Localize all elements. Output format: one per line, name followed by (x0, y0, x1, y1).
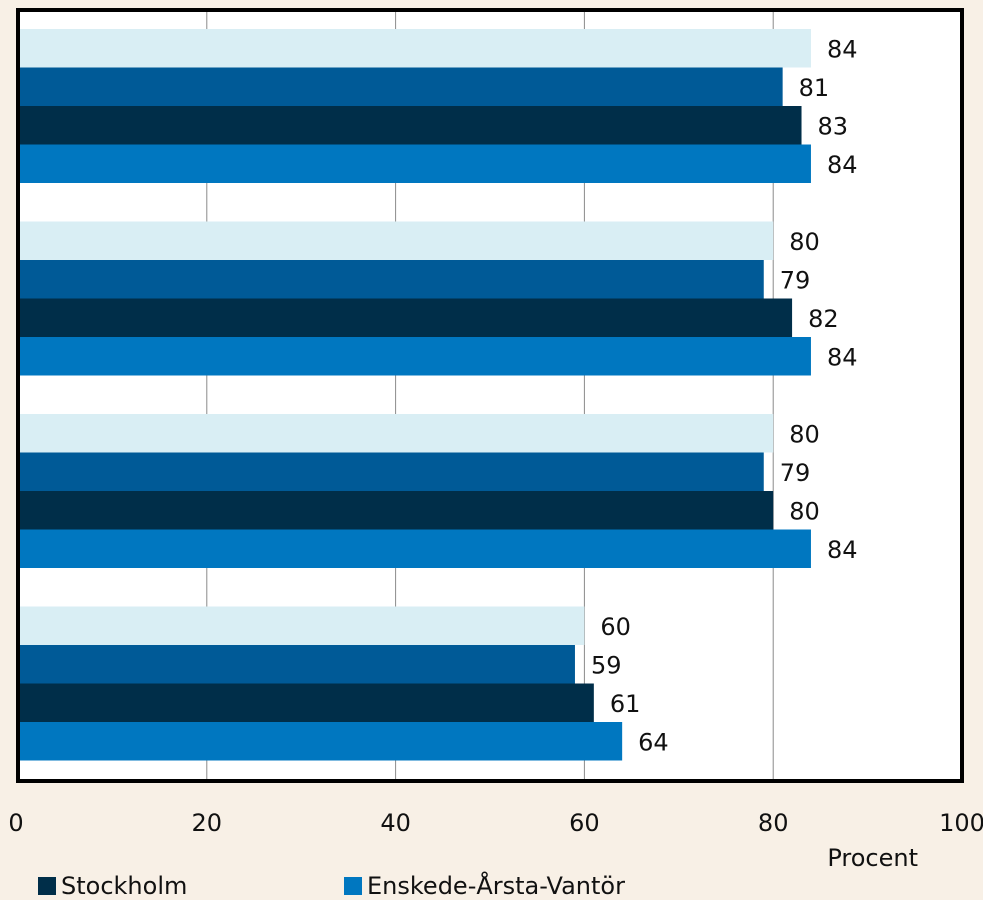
bar-value-label: 82 (808, 305, 839, 333)
bar (18, 529, 811, 568)
bar-value-label: 84 (827, 343, 858, 371)
legend-label-enskede: Enskede-Årsta-Vantör (367, 872, 625, 900)
x-tick-label: 0 (8, 809, 23, 837)
bar (18, 683, 594, 722)
legend-label-stockholm: Stockholm (61, 872, 188, 900)
bar (18, 298, 793, 337)
bar-value-label: 79 (780, 459, 811, 487)
bar (18, 337, 811, 376)
bar-value-label: 84 (827, 151, 858, 179)
x-tick-label: 20 (192, 809, 223, 837)
bar-value-label: 59 (591, 651, 622, 679)
plot-border (16, 8, 964, 783)
x-tick-label: 100 (939, 809, 983, 837)
bar-value-label: 80 (789, 420, 820, 448)
bar-value-label: 80 (789, 228, 820, 256)
legend-swatch-enskede (344, 877, 362, 895)
bar-value-label: 64 (638, 728, 669, 756)
bar (18, 260, 764, 299)
bar-value-label: 84 (827, 35, 858, 63)
x-tick-label: 80 (758, 809, 789, 837)
bar (18, 67, 783, 106)
bar (18, 452, 764, 491)
legend-item-enskede: Enskede-Årsta-Vantör (344, 872, 625, 900)
legend-swatch-stockholm (38, 877, 56, 895)
bar-value-label: 79 (780, 266, 811, 294)
bar (18, 645, 575, 684)
bar (18, 29, 811, 68)
bar (18, 606, 585, 645)
bar-value-label: 81 (799, 74, 830, 102)
bar (18, 722, 623, 761)
legend-item-stockholm: Stockholm (38, 872, 187, 900)
bar-value-label: 60 (600, 613, 631, 641)
bar (18, 414, 774, 453)
bar-value-label: 80 (789, 497, 820, 525)
bar-value-label: 84 (827, 536, 858, 564)
x-axis-label: Procent (827, 844, 918, 872)
bar (18, 221, 774, 260)
bar (18, 144, 811, 183)
bar (18, 491, 774, 530)
x-tick-label: 40 (380, 809, 411, 837)
bar-value-label: 83 (818, 112, 849, 140)
bar (18, 106, 802, 145)
bars (18, 29, 811, 761)
plot-frame (16, 8, 964, 783)
x-tick-label: 60 (569, 809, 600, 837)
x-axis-ticks: 0 20 40 60 80 100 (8, 809, 983, 837)
bar-value-label: 61 (610, 690, 641, 718)
